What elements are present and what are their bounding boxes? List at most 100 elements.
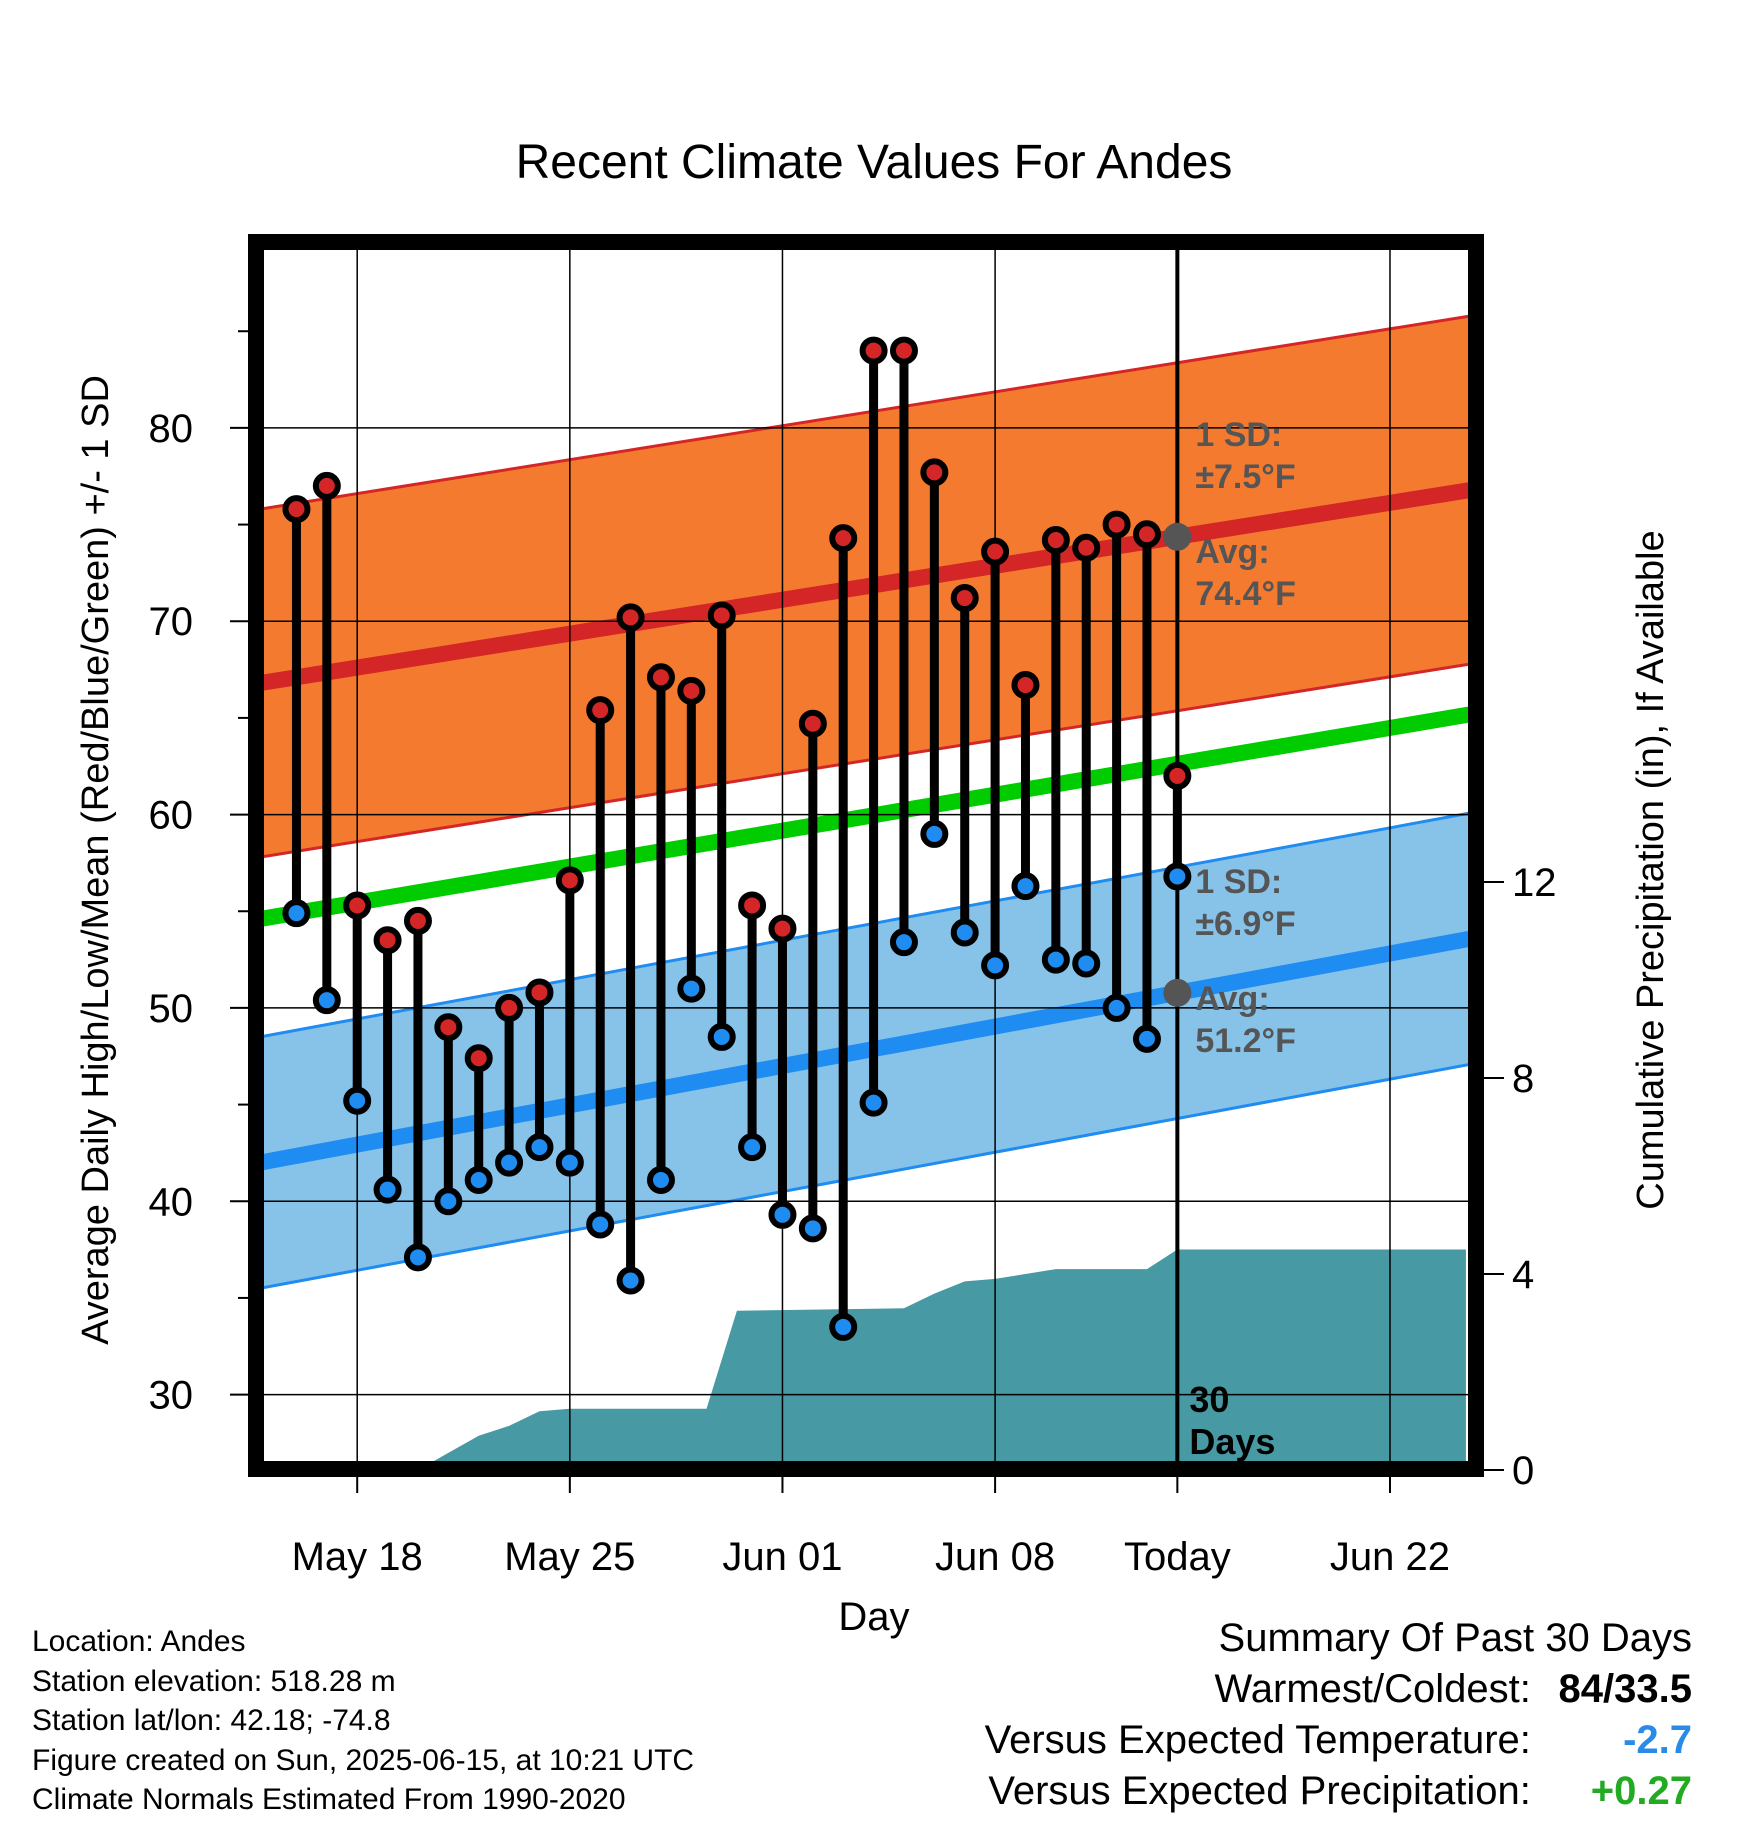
y-right-tick-label: 4	[1512, 1253, 1534, 1297]
summary-panel: Summary Of Past 30 Days Warmest/Coldest:…	[985, 1612, 1692, 1817]
daily-high-point	[677, 676, 706, 705]
daily-high-point	[920, 458, 949, 487]
low-normal-avg-line	[260, 930, 1472, 1171]
y-left-tick-label: 40	[149, 1180, 194, 1224]
daily-low-point	[1102, 993, 1131, 1022]
x-tick-label: Jun 01	[722, 1535, 842, 1579]
warmest-coldest-label: Warmest/Coldest:	[1214, 1667, 1531, 1711]
summary-row-precip: Versus Expected Precipitation: +0.27	[985, 1766, 1692, 1817]
warmest-coldest-value: 84/33.5	[1558, 1667, 1692, 1711]
daily-high-point	[1132, 520, 1161, 549]
daily-high-point	[889, 336, 918, 365]
daily-high-point	[950, 584, 979, 613]
daily-high-point	[859, 336, 888, 365]
daily-low-point	[646, 1165, 675, 1194]
high-sd-label: 1 SD:	[1195, 416, 1282, 454]
daily-high-point	[798, 709, 827, 738]
mean-normal-line	[260, 706, 1472, 927]
coldest-value: 33.5	[1614, 1667, 1692, 1711]
daily-low-point	[1132, 1024, 1161, 1053]
low-avg-label: Avg:	[1195, 980, 1269, 1018]
daily-low-point	[677, 974, 706, 1003]
daily-low-point	[373, 1175, 402, 1204]
daily-low-point	[464, 1165, 493, 1194]
chart-title: Recent Climate Values For Andes	[516, 136, 1233, 189]
plot-area: 1 SD: ±7.5°F Avg: 74.4°F 1 SD: ±6.9°F Avg: 51.2…	[149, 234, 1557, 1579]
today-days-number: 30	[1189, 1379, 1229, 1420]
daily-low-point	[707, 1022, 736, 1051]
high-avg-label: Avg:	[1195, 533, 1269, 571]
x-tick-label: Jun 22	[1330, 1535, 1450, 1579]
daily-high-point	[738, 891, 767, 920]
daily-high-point	[525, 978, 554, 1007]
temp-diff-value: -2.7	[1623, 1718, 1692, 1762]
daily-low-point	[1072, 949, 1101, 978]
daily-high-point	[555, 866, 584, 895]
daily-high-point	[282, 495, 311, 524]
precip-diff-value: +0.27	[1590, 1769, 1692, 1813]
created-text: Figure created on Sun, 2025-06-15, at 10…	[32, 1743, 695, 1777]
today-low-normal-marker	[1163, 978, 1192, 1007]
daily-high-point	[1163, 761, 1192, 790]
today-days-word: Days	[1189, 1421, 1275, 1462]
daily-low-point	[282, 899, 311, 928]
x-tick-label: Jun 08	[935, 1535, 1055, 1579]
y-left-tick-label: 50	[149, 987, 194, 1031]
daily-low-point	[586, 1210, 615, 1239]
location-text: Location: Andes	[32, 1625, 246, 1658]
low-sd-value: ±6.9°F	[1195, 905, 1295, 943]
plot-frame	[248, 234, 1484, 1477]
x-tick-label: May 18	[292, 1535, 423, 1579]
high-normal-upper-sd-line	[260, 314, 1472, 511]
high-normal-avg-line	[260, 481, 1472, 692]
summary-row-temp: Versus Expected Temperature: -2.7	[985, 1715, 1692, 1766]
daily-low-point	[829, 1312, 858, 1341]
daily-low-point	[859, 1088, 888, 1117]
summary-title: Summary Of Past 30 Days	[1218, 1616, 1692, 1660]
daily-low-point	[434, 1187, 463, 1216]
daily-low-point	[312, 986, 341, 1015]
daily-low-point	[981, 951, 1010, 980]
daily-low-point	[616, 1266, 645, 1295]
y-right-tick-label: 12	[1512, 861, 1557, 905]
low-avg-value: 51.2°F	[1195, 1022, 1296, 1060]
daily-low-point	[768, 1200, 797, 1229]
daily-high-point	[829, 524, 858, 553]
daily-high-point	[1041, 526, 1070, 555]
daily-high-point	[707, 601, 736, 630]
warmest-value: 84	[1558, 1667, 1604, 1711]
x-axis-label: Day	[838, 1595, 909, 1639]
elevation-text: Station elevation: 518.28 m	[32, 1664, 396, 1698]
temp-diff-label: Versus Expected Temperature:	[984, 1718, 1531, 1762]
y-right-tick-label: 8	[1512, 1057, 1534, 1101]
daily-low-point	[525, 1133, 554, 1162]
daily-high-point	[586, 696, 615, 725]
daily-high-point	[768, 914, 797, 943]
daily-low-point	[1041, 945, 1070, 974]
daily-high-point	[403, 906, 432, 935]
latlon-text: Station lat/lon: 42.18; -74.8	[32, 1704, 391, 1737]
x-tick-label: Today	[1124, 1535, 1231, 1579]
summary-row-extremes: Warmest/Coldest: 84/33.5	[985, 1664, 1693, 1715]
x-tick-label: May 25	[504, 1535, 635, 1579]
daily-low-point	[738, 1133, 767, 1162]
daily-high-point	[312, 471, 341, 500]
daily-high-point	[343, 891, 372, 920]
y-left-tick-label: 30	[149, 1374, 194, 1418]
y-right-tick-label: 0	[1512, 1449, 1534, 1493]
daily-high-point	[1102, 510, 1131, 539]
daily-low-point	[403, 1243, 432, 1272]
daily-high-point	[646, 663, 675, 692]
plot-contents: 1 SD: ±7.5°F Avg: 74.4°F 1 SD: ±6.9°F Avg: 51.2…	[260, 246, 1472, 1465]
daily-low-point	[1163, 862, 1192, 891]
high-normal-lower-sd-line	[260, 662, 1472, 859]
precipitation-area	[426, 1249, 1466, 1465]
daily-high-point	[464, 1044, 493, 1073]
daily-low-point	[920, 819, 949, 848]
daily-low-point	[343, 1086, 372, 1115]
y-axis-label-right: Cumulative Precipitation (in), If Availa…	[1630, 530, 1672, 1209]
daily-low-point	[555, 1148, 584, 1177]
high-avg-value: 74.4°F	[1195, 575, 1296, 613]
daily-high-point	[373, 926, 402, 955]
daily-high-point	[981, 537, 1010, 566]
